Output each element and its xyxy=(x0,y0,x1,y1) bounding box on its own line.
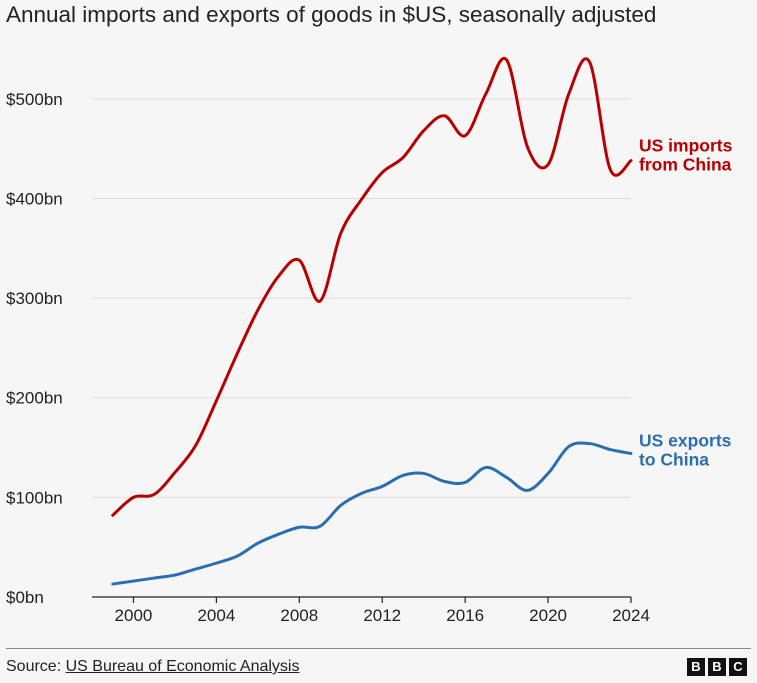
series-label-imports-line-1: US imports xyxy=(639,136,733,156)
series-label-exports-line-1: US exports xyxy=(639,431,732,451)
bbc-logo: B B C xyxy=(687,658,747,676)
chart-title: Annual imports and exports of goods in $… xyxy=(6,2,657,27)
y-tick-label-400: $400bn xyxy=(6,189,63,208)
footer-divider xyxy=(6,648,751,649)
x-tick-label-2020: 2020 xyxy=(529,606,567,625)
series-line-exports xyxy=(111,441,633,586)
y-tick-label-300: $300bn xyxy=(6,289,63,308)
source-note: Source: US Bureau of Economic Analysis xyxy=(6,658,299,676)
line-chart: $0bn $100bn $200bn $300bn $400bn $500bn 2000 20… xyxy=(6,56,733,625)
x-tick-label-2016: 2016 xyxy=(446,606,484,625)
series-label-imports-line-2: from China xyxy=(639,155,732,175)
x-tick-label-2008: 2008 xyxy=(280,606,318,625)
source-link[interactable]: US Bureau of Economic Analysis xyxy=(65,658,300,675)
x-tick-label-2000: 2000 xyxy=(115,606,153,625)
source-prefix: Source: xyxy=(6,658,66,675)
x-tick-label-2012: 2012 xyxy=(363,606,401,625)
series-label-exports-line-2: to China xyxy=(639,450,709,470)
series-line-imports xyxy=(111,56,633,517)
y-tick-label-200: $200bn xyxy=(6,389,63,408)
bbc-logo-letter-3: C xyxy=(729,658,747,676)
x-tick-label-2024: 2024 xyxy=(612,606,650,625)
x-tick-label-2004: 2004 xyxy=(197,606,235,625)
bbc-logo-letter-2: B xyxy=(708,658,726,676)
y-tick-label-100: $100bn xyxy=(6,488,63,507)
y-tick-label-500: $500bn xyxy=(6,90,63,109)
bbc-logo-letter-1: B xyxy=(687,658,705,676)
y-tick-label-0: $0bn xyxy=(6,588,44,607)
